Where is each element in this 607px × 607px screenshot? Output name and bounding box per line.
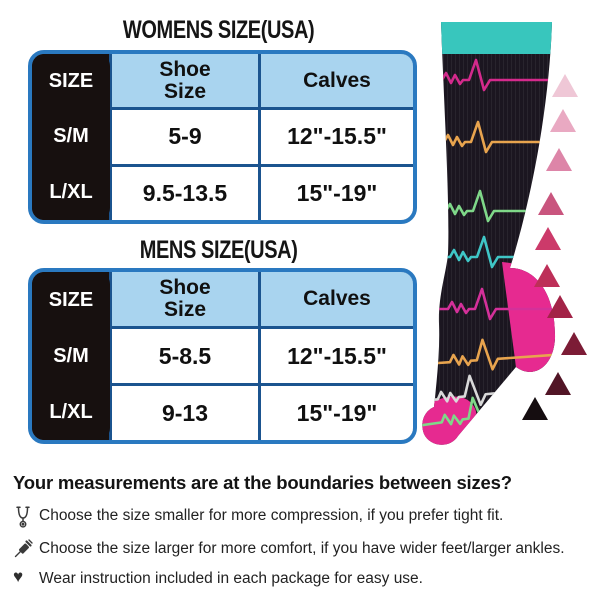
womens-col-header-shoe-size: Shoe Size bbox=[112, 54, 258, 108]
tip-row-instruction: ♥ Wear instruction included in each pack… bbox=[13, 568, 599, 589]
size-triangle bbox=[545, 372, 571, 395]
tip-row-comfort: Choose the size larger for more comfort,… bbox=[13, 538, 599, 559]
sock-illustration bbox=[406, 6, 607, 470]
ekg-line bbox=[422, 189, 556, 223]
stethoscope-icon bbox=[13, 505, 39, 529]
size-gradient-triangles bbox=[522, 74, 587, 420]
size-triangle bbox=[534, 264, 560, 287]
size-triangle bbox=[535, 227, 561, 250]
col-header-label: Shoe Size bbox=[159, 275, 211, 321]
col-header-label: Calves bbox=[303, 68, 371, 92]
tip-row-compression: Choose the size smaller for more compres… bbox=[13, 505, 599, 529]
size-triangle bbox=[550, 109, 576, 132]
ekg-line bbox=[422, 287, 556, 321]
womens-size-column: SIZE S/M L/XL bbox=[32, 54, 110, 220]
size-triangle bbox=[546, 148, 572, 171]
mens-sm-calves: 12"-15.5" bbox=[261, 329, 413, 383]
ekg-line bbox=[422, 338, 556, 371]
tip-text: Choose the size larger for more comfort,… bbox=[39, 540, 565, 557]
col-header-label: Calves bbox=[303, 286, 371, 310]
mens-table-title-text: MENS SIZE(USA) bbox=[139, 236, 298, 264]
mens-row-label-sm: S/M bbox=[53, 344, 89, 367]
col-header-label: Shoe Size bbox=[159, 57, 211, 103]
syringe-icon bbox=[13, 538, 39, 559]
womens-lxl-calves: 15"-19" bbox=[261, 166, 413, 220]
womens-lxl-shoe-size: 9.5-13.5 bbox=[112, 166, 258, 220]
footer-heading: Your measurements are at the boundaries … bbox=[13, 472, 512, 493]
size-triangle bbox=[561, 332, 587, 355]
size-column-header: SIZE bbox=[48, 70, 94, 93]
size-column-header: SIZE bbox=[48, 288, 94, 311]
size-triangle bbox=[522, 397, 548, 420]
compression-sock-graphic bbox=[422, 22, 587, 445]
mens-size-column: SIZE S/M L/XL bbox=[32, 272, 110, 440]
mens-lxl-calves: 15"-19" bbox=[261, 386, 413, 440]
size-triangle bbox=[552, 74, 578, 97]
sock-heel bbox=[502, 262, 556, 372]
mens-row-label-lxl: L/XL bbox=[49, 400, 93, 423]
sock-cuff bbox=[422, 22, 556, 54]
womens-sm-calves: 12"-15.5" bbox=[261, 110, 413, 164]
womens-row-label-lxl: L/XL bbox=[49, 180, 93, 203]
ekg-line bbox=[422, 235, 556, 269]
womens-table-title-text: WOMENS SIZE(USA) bbox=[122, 16, 315, 44]
mens-size-table: Shoe Size Calves 5-8.5 12"-15.5" 9-13 15… bbox=[28, 268, 417, 444]
womens-col-header-calves: Calves bbox=[261, 54, 413, 108]
mens-sm-shoe-size: 5-8.5 bbox=[112, 329, 258, 383]
ekg-line bbox=[422, 120, 556, 154]
womens-row-label-sm: S/M bbox=[53, 125, 89, 148]
womens-sm-shoe-size: 5-9 bbox=[112, 110, 258, 164]
mens-table-title: MENS SIZE(USA) bbox=[28, 236, 409, 265]
womens-table-title: WOMENS SIZE(USA) bbox=[28, 16, 409, 45]
tip-text: Choose the size smaller for more compres… bbox=[39, 507, 504, 524]
tip-text: Wear instruction included in each packag… bbox=[39, 570, 423, 587]
ekg-line bbox=[422, 58, 556, 92]
heart-icon: ♥ bbox=[13, 567, 24, 586]
size-triangle bbox=[547, 295, 573, 318]
mens-lxl-shoe-size: 9-13 bbox=[112, 386, 258, 440]
footer-notes: Your measurements are at the boundaries … bbox=[13, 472, 599, 598]
mens-col-header-shoe-size: Shoe Size bbox=[112, 272, 258, 326]
womens-size-table: Shoe Size Calves 5-9 12"-15.5" 9.5-13.5 … bbox=[28, 50, 417, 224]
mens-col-header-calves: Calves bbox=[261, 272, 413, 326]
size-triangle bbox=[538, 192, 564, 215]
ekg-line bbox=[422, 374, 556, 407]
